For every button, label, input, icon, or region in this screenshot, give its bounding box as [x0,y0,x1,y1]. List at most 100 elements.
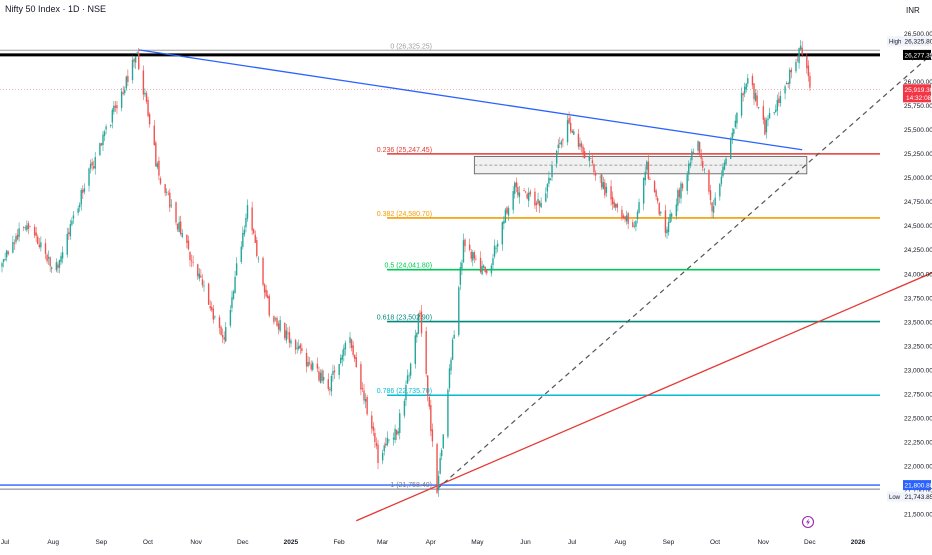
candle-body [62,252,63,258]
candle-body [666,230,667,234]
candle-body [113,106,114,112]
candle-body [603,182,604,189]
candle-body [387,438,388,445]
low-label-tag-text: Low [889,495,901,501]
candle-body [8,252,9,255]
candle-body [6,250,7,257]
candle-body [550,179,551,181]
candle-body [713,206,714,212]
candle-body [463,240,464,262]
candle-body [122,93,123,94]
candle-body [724,163,725,170]
candle-body [186,235,187,243]
y-tick-label: 23,250.00 [904,343,932,350]
candle-body [649,179,650,180]
candle-body [486,271,487,274]
candle-body [432,429,433,441]
x-tick-label: Apr [426,539,437,546]
candle-body [15,236,16,242]
candle-body [338,364,339,375]
candle-body [595,173,596,176]
candle-body [806,56,807,68]
candle-body [328,379,329,389]
candle-body [808,66,809,77]
candle-body [373,427,374,431]
candle-body [366,397,367,414]
candle [764,117,765,136]
candle-body [345,343,346,349]
candle-body [688,164,689,175]
candle-body [655,190,656,196]
candle-body [222,335,223,337]
candle-body [733,129,734,134]
candle-body [351,339,352,347]
candle [415,330,416,369]
candle-body [441,450,442,456]
candle-body [374,433,375,442]
candle-body [742,93,743,95]
candle-body [219,317,220,327]
candle-body [135,56,136,62]
candle-body [73,215,74,218]
candle-body [769,113,770,118]
candle-body [77,208,78,213]
candle-body [28,223,29,229]
x-tick-label: Jul [1,539,10,546]
candle-body [610,186,611,199]
candle-body [780,96,781,103]
candle [654,180,655,193]
high-label-tag-text: High [889,40,901,46]
candle-body [752,76,753,85]
candle-body [385,444,386,446]
candle-body [708,170,709,191]
candle [452,338,453,360]
candle-body [343,348,344,355]
candle-body [725,159,726,165]
candle-body [700,154,701,159]
y-tick-label: 25,250.00 [904,151,932,158]
candle-body [138,53,139,69]
candle-body [88,169,89,186]
candle-body [67,234,68,255]
candle-body [356,357,357,367]
candle-body [230,310,231,326]
candle-body [84,188,85,191]
candle-body [536,203,537,206]
candle-body [342,355,343,360]
candle-body [99,143,100,155]
candle-body [60,256,61,262]
fib-label-0: 0 (26,325.25) [390,43,432,50]
candle-body [144,93,145,95]
candle-body [306,353,307,367]
candle-body [255,235,256,243]
x-tick-label: Sep [663,539,675,546]
candle-body [331,376,332,391]
y-tick-label: 24,250.00 [904,247,932,254]
candle-body [592,160,593,163]
candle-body [220,327,221,335]
candle-body [352,345,353,355]
candle-body [154,126,155,145]
candle-body [503,221,504,224]
candle-body [407,375,408,383]
candle-body [789,70,790,84]
candle-body [23,227,24,228]
candle-body [408,376,409,377]
candle-body [699,142,700,153]
candle-body [763,106,764,119]
candle-body [169,193,170,208]
candle-body [537,199,538,203]
candle-body [371,416,372,429]
candle-body [214,316,215,317]
candle-body [530,191,531,194]
candle-body [525,192,526,193]
x-tick-label: Oct [710,539,720,546]
candle-body [34,227,35,236]
candle-body [101,143,102,146]
candle-body [627,213,628,224]
candle-body [452,340,453,360]
candle-body [613,202,614,208]
candle [590,158,591,159]
